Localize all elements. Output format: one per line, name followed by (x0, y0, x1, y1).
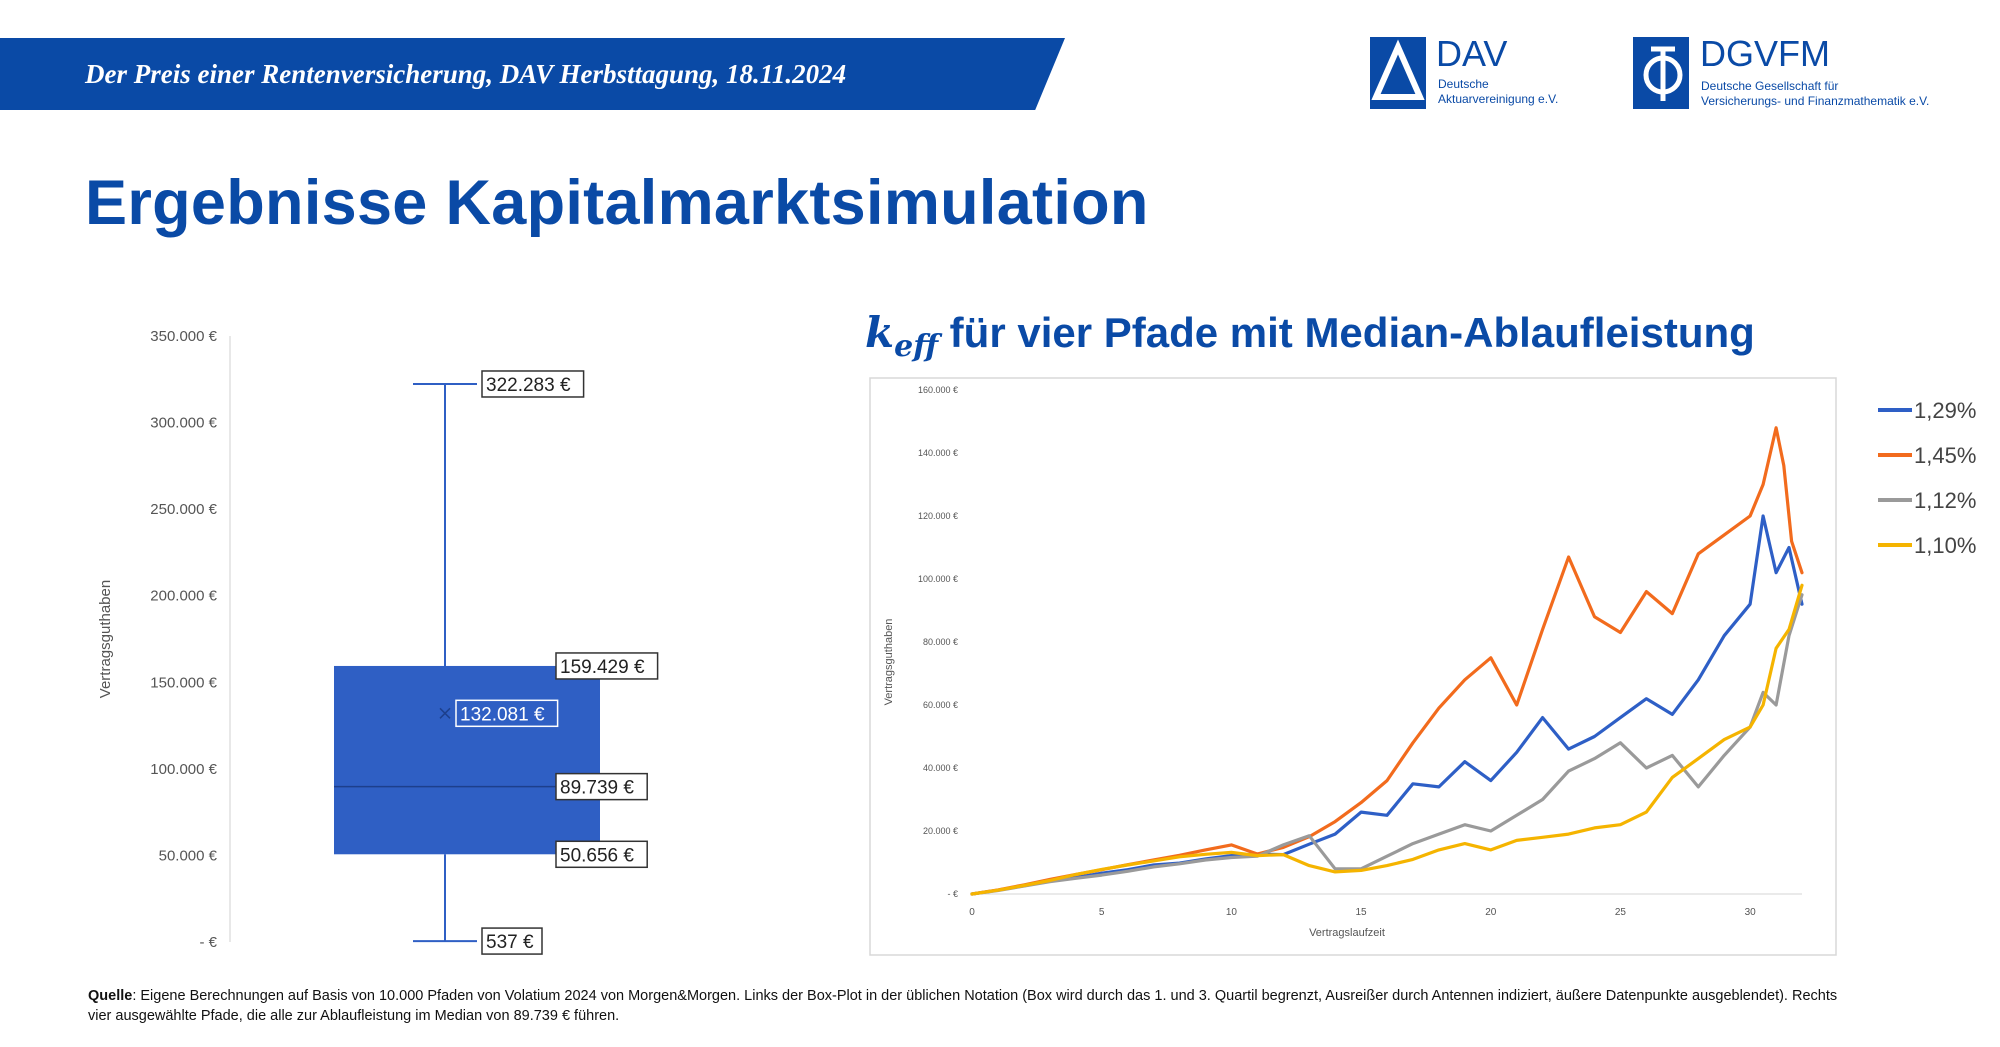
legend-item-4: 1,10% (1878, 533, 1976, 558)
dav-logo-line1: Deutsche (1438, 77, 1489, 91)
dgvfm-logo[interactable]: DGVFM Deutsche Gesellschaft für Versiche… (1633, 33, 1983, 112)
box-y-tick-label: 100.000 € (150, 761, 217, 778)
dav-logo[interactable]: DAV Deutsche Aktuarvereinigung e.V. (1370, 33, 1590, 112)
box-label-median: 89.739 € (555, 772, 648, 801)
dgvfm-logo-name: DGVFM (1700, 33, 1830, 74)
line-x-axis-label: Vertragslaufzeit (1309, 927, 1385, 939)
line-y-tick-label: 140.000 € (918, 448, 958, 458)
box-label-value: 537 € (486, 932, 534, 953)
line-y-tick-label: 40.000 € (923, 763, 958, 773)
box-label-value: 89.739 € (560, 778, 634, 799)
mean-marker (439, 707, 451, 719)
line-series-3 (970, 593, 1804, 896)
legend-item-3: 1,12% (1878, 488, 1976, 513)
box-label-frame (481, 927, 543, 955)
line-series-4 (970, 583, 1804, 896)
box-label-frame (555, 772, 648, 801)
box-y-axis-label: Vertragsguthaben (97, 580, 114, 698)
box-y-ticks: - € 50.000 € 100.000 € 150.000 € 200.000 € 25… (150, 328, 217, 951)
box-label-q1: 50.656 € (555, 840, 648, 869)
header-banner: Der Preis einer Rentenversicherung, DAV … (0, 38, 1065, 110)
box-y-tick-label: - € (199, 934, 217, 951)
box-label-value: 322.283 € (486, 375, 571, 396)
legend-label: 1,12% (1914, 488, 1976, 513)
legend-label: 1,29% (1914, 398, 1976, 423)
dav-logo-name: DAV (1436, 33, 1508, 74)
box-y-tick-label: 300.000 € (150, 415, 217, 432)
footer-source-label: Quelle (88, 988, 133, 1004)
box-y-tick-label: 350.000 € (150, 328, 217, 345)
box-label-mean: 132.081 € (455, 699, 559, 728)
line-y-tick-label: 60.000 € (923, 700, 958, 710)
line-legend: 1,29% 1,45% 1,12% 1,10% (1878, 398, 1976, 558)
line-chart-title-text: für vier Pfade mit Median-Ablaufleistung (938, 309, 1755, 356)
banner-text: Der Preis einer Rentenversicherung, DAV … (85, 59, 847, 89)
line-y-tick-label: 120.000 € (918, 511, 958, 521)
box-y-tick-label: 50.000 € (159, 847, 218, 864)
line-x-tick-label: 30 (1745, 907, 1757, 918)
line-x-tick-label: 0 (969, 907, 975, 918)
line-y-tick-label: 160.000 € (918, 385, 958, 395)
dav-logo-mark (1370, 37, 1426, 109)
box-y-tick-label: 150.000 € (150, 674, 217, 691)
line-y-ticks: - € 20.000 € 40.000 € 60.000 € 80.000 € 100.0… (918, 385, 958, 899)
line-chart-frame (869, 377, 1837, 956)
k-eff-symbol: keff (865, 308, 939, 364)
box-y-tick-label: 250.000 € (150, 501, 217, 518)
line-series-1 (970, 514, 1804, 896)
box-data-labels: 322.283 € 159.429 € 132.081 € 89.739 € 50.65… (455, 370, 659, 955)
box-y-tick-label: 200.000 € (150, 588, 217, 605)
dgvfm-logo-line2: Versicherungs- und Finanzmathematik e.V. (1701, 94, 1930, 108)
box-label-value: 159.429 € (560, 657, 645, 678)
iqr-box (334, 665, 600, 855)
box-label-max: 322.283 € (481, 370, 585, 398)
line-chart: - € 20.000 € 40.000 € 60.000 € 80.000 € 100.0… (869, 377, 1976, 956)
box-plot-chart: - € 50.000 € 100.000 € 150.000 € 200.000 € 25… (97, 328, 659, 955)
line-x-tick-label: 25 (1615, 907, 1627, 918)
legend-label: 1,45% (1914, 443, 1976, 468)
footer-source-note: Quelle: Eigene Berechnungen auf Basis vo… (88, 986, 1848, 1026)
dgvfm-logo-mark (1633, 37, 1689, 109)
line-x-ticks: 0 5 10 15 20 25 30 (969, 907, 1756, 918)
legend-label: 1,10% (1914, 533, 1976, 558)
box-label-value: 50.656 € (560, 845, 634, 866)
line-y-tick-label: 100.000 € (918, 574, 958, 584)
line-x-tick-label: 15 (1356, 907, 1368, 918)
mean-marker-stroke (439, 707, 451, 719)
line-y-axis-label: Vertragsguthaben (883, 619, 895, 706)
footer-source-text: : Eigene Berechnungen auf Basis von 10.0… (88, 988, 1838, 1024)
line-x-tick-label: 10 (1226, 907, 1238, 918)
box-label-q3: 159.429 € (555, 652, 659, 680)
line-x-tick-label: 20 (1485, 907, 1497, 918)
legend-item-1: 1,29% (1878, 398, 1976, 423)
legend-item-2: 1,45% (1878, 443, 1976, 468)
box-label-value: 132.081 € (460, 704, 545, 725)
box-label-frame (481, 370, 585, 398)
box-label-min: 537 € (481, 927, 543, 955)
box-label-frame (555, 840, 648, 869)
line-y-tick-label: 80.000 € (923, 637, 958, 647)
line-y-tick-label: 20.000 € (923, 826, 958, 836)
page-title: Ergebnisse Kapitalmarktsimulation (85, 168, 1149, 238)
dav-logo-line2: Aktuarvereinigung e.V. (1438, 92, 1559, 106)
dgvfm-logo-line1: Deutsche Gesellschaft für (1701, 79, 1839, 93)
line-x-tick-label: 5 (1099, 907, 1105, 918)
line-y-tick-label: - € (947, 889, 958, 899)
box-label-frame (455, 699, 559, 728)
line-series-group (970, 426, 1804, 896)
line-chart-title: keff für vier Pfade mit Median-Ablauflei… (865, 308, 1755, 364)
box-label-frame (555, 652, 659, 680)
